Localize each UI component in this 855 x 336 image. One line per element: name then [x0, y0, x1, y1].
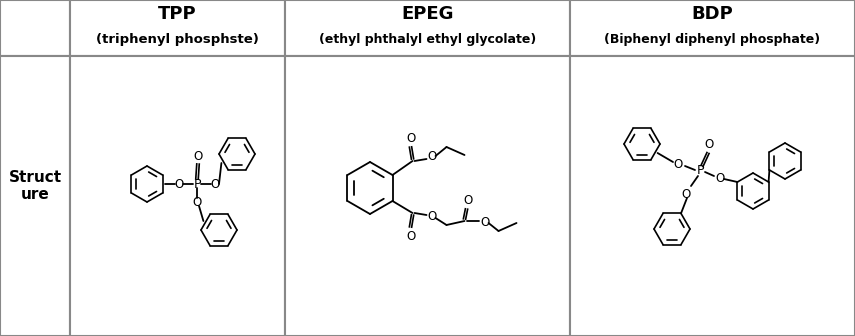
Bar [70, 0, 285, 56]
Text: O: O [427, 151, 436, 164]
Text: O: O [210, 177, 220, 191]
Text: O: O [192, 196, 202, 209]
Bar [70, 56, 285, 336]
Text: O: O [193, 150, 203, 163]
Text: P: P [193, 177, 201, 191]
Text: O: O [427, 210, 436, 223]
Bar [570, 56, 855, 336]
Text: O: O [463, 194, 472, 207]
Text: O: O [406, 131, 416, 144]
Text: O: O [705, 137, 714, 151]
Bar [285, 56, 570, 336]
Text: EPEG: EPEG [401, 5, 454, 23]
Text: BDP: BDP [692, 5, 734, 23]
Bar [0, 0, 70, 56]
Text: (Biphenyl diphenyl phosphate): (Biphenyl diphenyl phosphate) [604, 34, 821, 46]
Text: O: O [406, 229, 416, 243]
Text: Struct
ure: Struct ure [9, 170, 62, 202]
Bar [570, 0, 855, 56]
Text: O: O [674, 158, 682, 170]
Text: O: O [681, 188, 691, 202]
Text: O: O [716, 172, 725, 185]
Text: TPP: TPP [158, 5, 197, 23]
Bar [0, 56, 70, 336]
Text: P: P [696, 165, 704, 177]
Bar [285, 0, 570, 56]
Text: (ethyl phthalyl ethyl glycolate): (ethyl phthalyl ethyl glycolate) [319, 34, 536, 46]
Text: O: O [480, 216, 489, 229]
Text: (triphenyl phosphste): (triphenyl phosphste) [96, 34, 259, 46]
Text: O: O [174, 177, 184, 191]
